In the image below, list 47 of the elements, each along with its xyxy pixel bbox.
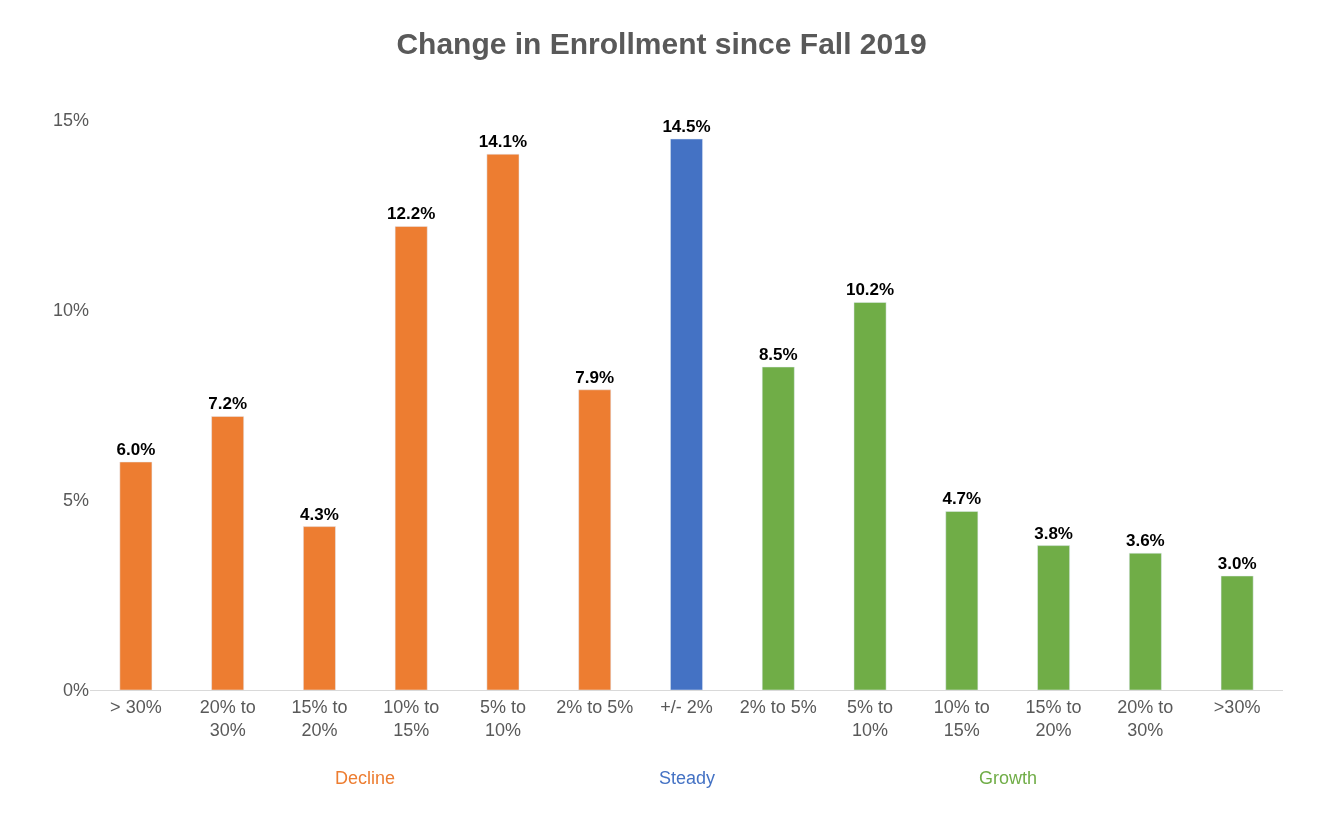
x-tick-label: 5% to 10% [847,696,894,740]
bar [578,389,612,690]
x-tick-label: 10% to 15% [383,696,440,740]
bar [853,302,887,690]
text: Decline [335,768,396,788]
y-tick-label: 5% [62,490,89,511]
data-label: 10.2% [845,280,895,300]
text: Steady [659,768,716,788]
x-tick-label: 2% to 5% [556,696,634,717]
x-tick-label: 5% to 10% [479,696,526,740]
x-tick-label: 10% to 15% [933,696,990,740]
x-tick-label: 15% to 20% [291,696,348,740]
bar [119,461,153,690]
y-tick-label: 10% [52,300,89,321]
data-label: 3.0% [1217,554,1257,573]
x-tick-label: 15% to 20% [1025,696,1082,740]
x-tick-label: 20% to 30% [1117,696,1174,740]
bar [670,138,703,690]
bar [303,526,336,690]
data-label: 3.8% [1034,523,1073,543]
x-tick-label: 2% to 5% [739,696,817,717]
data-label: 3.6% [1125,531,1165,551]
data-label: 7.9% [575,367,615,387]
bar [945,511,979,690]
bar [1129,552,1162,690]
data-label: 8.5% [758,345,798,364]
data-label: 7.2% [208,394,248,414]
x-tick-label: >30% [1213,696,1261,717]
data-label: 4.7% [942,489,982,509]
bar [1220,575,1254,690]
bar [394,226,428,690]
x-tick-label: +/- 2% [660,696,713,717]
text: Growth [979,768,1038,788]
bar [1037,545,1070,690]
data-label: 4.3% [300,504,339,524]
bar [211,416,244,690]
y-tick-label: 15% [52,110,89,131]
chart-title: Change in Enrollment since Fall 2019 [396,27,927,60]
bar [761,366,795,690]
data-label: 14.5% [662,117,711,136]
y-tick-label: 0% [62,680,89,701]
data-label: 6.0% [116,440,156,459]
data-label: 14.1% [478,132,528,152]
x-tick-label: 20% to 30% [199,696,256,740]
bar [486,153,520,690]
data-label: 12.2% [387,204,436,224]
x-tick-label: > 30% [110,696,162,717]
